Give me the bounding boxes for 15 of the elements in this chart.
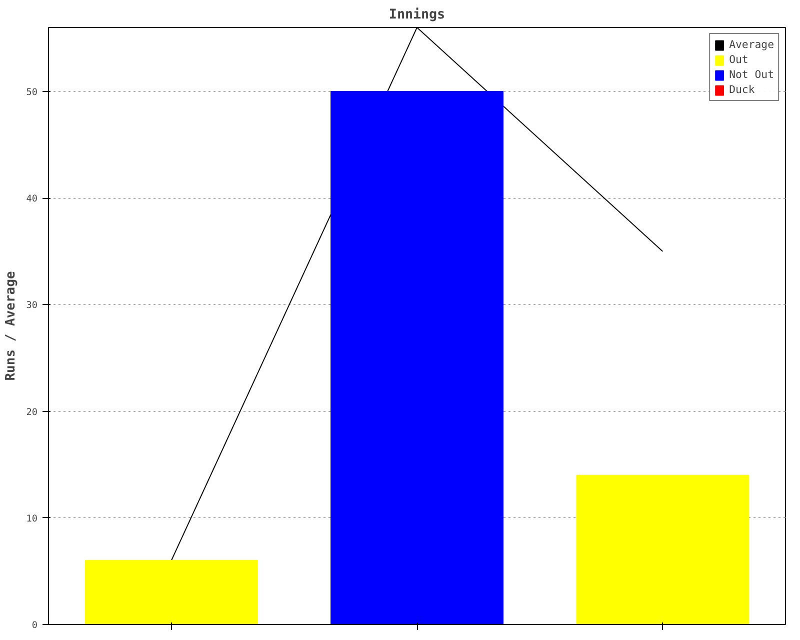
legend-label: Not Out bbox=[729, 68, 774, 81]
y-tick-label: 10 bbox=[26, 513, 38, 524]
y-tick-label: 40 bbox=[26, 194, 38, 205]
legend-label: Duck bbox=[729, 83, 755, 96]
y-axis-title: Runs / Average bbox=[3, 271, 18, 381]
bar bbox=[576, 474, 750, 624]
y-tick-label: 20 bbox=[26, 406, 38, 418]
y-tick-label: 0 bbox=[32, 620, 38, 631]
y-tick-label: 50 bbox=[26, 86, 38, 98]
y-tick-label: 30 bbox=[26, 300, 38, 312]
legend-label: Average bbox=[729, 38, 774, 51]
bar bbox=[330, 90, 504, 624]
legend-label: Out bbox=[729, 53, 750, 66]
chart-title: Innings bbox=[388, 8, 446, 22]
bar bbox=[84, 560, 258, 624]
